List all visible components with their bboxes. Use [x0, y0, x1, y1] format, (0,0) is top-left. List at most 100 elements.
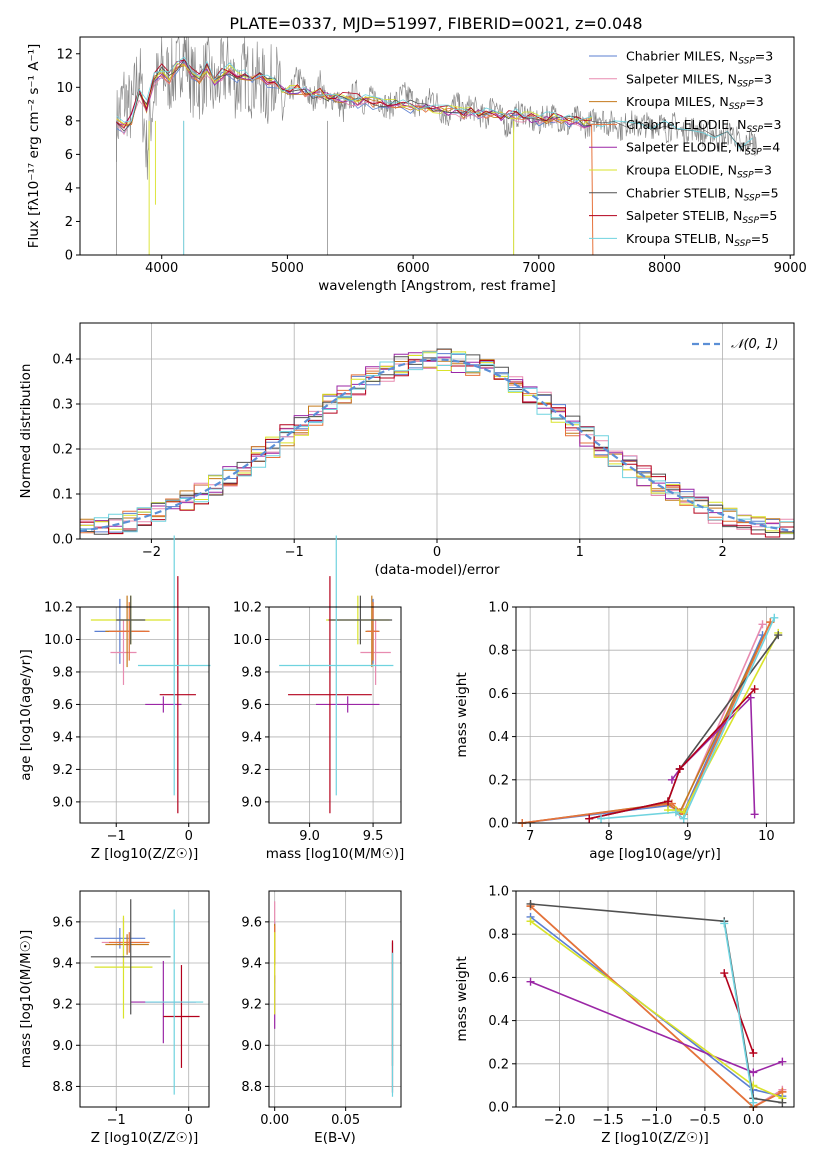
axis-label-x: Z [log10(Z/Z☉)] — [91, 846, 199, 862]
tick-label-x: −1.5 — [592, 1113, 624, 1128]
weight-line-kroupa-stelib — [723, 923, 755, 1103]
weight-line-chabrier-elodie — [522, 621, 772, 824]
legend-subscript: SSP — [745, 148, 762, 158]
weight-line-salpeter-stelib — [589, 688, 756, 820]
tick-label-y: 0 — [65, 249, 73, 264]
legend-count: =3 — [745, 94, 763, 109]
tick-label-y: 9.6 — [241, 698, 262, 713]
tick-label-y: 8.8 — [52, 1080, 73, 1095]
age-vs-mass-panel: 9.0 9.5 9.0 9.2 9.4 9.6 9.8 10.0 10.2 mass [log10… — [233, 535, 405, 862]
tick-label-y: 0.8 — [488, 644, 509, 659]
model-line-kroupa-miles — [116, 65, 592, 127]
weight-point — [749, 1098, 758, 1107]
legend-label: Salpeter STELIB, NSSP=5 — [626, 208, 777, 226]
weight-point — [778, 1057, 787, 1066]
legend-label: Salpeter ELODIE, NSSP=4 — [626, 140, 780, 158]
legend-label: 𝒩(0, 1) — [731, 337, 778, 352]
weight-point — [663, 797, 672, 806]
residuals-panel: −2 −1 0 1 2 0.0 0.1 0.2 0.3 0.4 (data-model)/error… — [18, 322, 795, 578]
tick-label-y: 9.4 — [241, 957, 262, 972]
tick-label-x: 0 — [185, 1113, 193, 1128]
plot-frame — [79, 606, 210, 824]
axis-label-x: wavelength [Angstrom, rest frame] — [318, 278, 556, 294]
tick-label-y: 0.2 — [52, 443, 73, 458]
weight-point — [770, 613, 779, 622]
tick-label-y: 9.8 — [52, 665, 73, 680]
tick-label-x: 0.00 — [260, 1113, 289, 1128]
tick-label-y: 9.2 — [241, 998, 262, 1013]
axis-label-x: Z [log10(Z/Z☉)] — [601, 1130, 709, 1146]
legend-count: =5 — [759, 208, 777, 223]
weight-line-kroupa-stelib — [601, 617, 776, 820]
tick-label-y: 0.2 — [488, 773, 509, 788]
tick-label-y: 9.4 — [52, 730, 73, 745]
weight-point — [749, 1049, 758, 1057]
legend-label: Kroupa MILES, NSSP=3 — [626, 94, 764, 112]
plot-frame — [268, 890, 402, 1108]
tick-label-y: 0.0 — [52, 533, 73, 548]
tick-label-y: 0.4 — [52, 353, 73, 368]
stelib-extension-line — [591, 120, 753, 148]
weight-point — [749, 1068, 758, 1077]
tick-label-y: 4 — [65, 181, 73, 196]
tick-label-x: −1 — [107, 1113, 126, 1128]
model-cutoff-line — [591, 124, 594, 255]
figure-title: PLATE=0337, MJD=51997, FIBERID=0021, z=0… — [229, 14, 642, 33]
axis-label-y: mass [log10(M/M☉)] — [18, 930, 34, 1069]
legend-label: Chabrier STELIB, NSSP=5 — [626, 185, 779, 203]
weight-line-kroupa-miles — [522, 621, 772, 824]
axis-label-x: age [log10(age/yr)] — [589, 846, 721, 862]
data-spectrum-line — [116, 37, 758, 180]
tick-label-y: 0.4 — [488, 1014, 509, 1029]
tick-label-y: 9.4 — [52, 957, 73, 972]
weight-point — [750, 685, 759, 694]
axis-label-x: Z [log10(Z/Z☉)] — [91, 1130, 199, 1146]
tick-label-y: 0.4 — [488, 730, 509, 745]
tick-label-x: 1 — [576, 545, 584, 560]
axis-label-x: mass [log10(M/M☉)] — [266, 846, 405, 862]
tick-label-y: 9.6 — [241, 915, 262, 930]
axis-label-y: Flux [fλ10⁻¹⁷ erg cm⁻² s⁻¹ A⁻¹] — [26, 44, 42, 249]
tick-label-x: 7000 — [522, 261, 555, 276]
tick-label-y: 6 — [65, 148, 73, 163]
tick-label-x: 10 — [758, 829, 775, 844]
weight-point — [778, 1098, 787, 1107]
tick-label-y: 12 — [56, 47, 73, 62]
legend-subscript: SSP — [737, 171, 754, 181]
axis-label-y: mass weight — [454, 672, 470, 757]
mass-vs-reddening-panel: 0.00 0.05 8.8 9.0 9.2 9.4 9.6 E(B-V) — [241, 890, 402, 1146]
tick-label-y: 9.8 — [241, 665, 262, 680]
weight-line-salpeter-elodie — [671, 695, 756, 815]
tick-label-y: 9.2 — [52, 763, 73, 778]
weight-point — [667, 775, 676, 784]
axis-label-y: age [log10(age/yr)] — [18, 649, 34, 781]
legend-label: Kroupa STELIB, NSSP=5 — [626, 231, 769, 249]
tick-label-y: 9.4 — [241, 730, 262, 745]
tick-label-y: 9.6 — [52, 698, 73, 713]
weight-point — [750, 810, 759, 819]
weight-point — [746, 693, 755, 702]
tick-label-y: 0.0 — [488, 1101, 509, 1116]
weight-point — [720, 969, 729, 978]
tick-label-y: 9.0 — [52, 795, 73, 810]
spectrum-panel: 4000 5000 6000 7000 8000 9000 0 2 4 6 8 10 12 wavelen… — [26, 36, 807, 294]
weight-point — [720, 919, 729, 928]
tick-label-y: 9.6 — [52, 915, 73, 930]
model-line-kroupa-elodie — [116, 63, 592, 125]
tick-label-y: 9.0 — [52, 1039, 73, 1054]
tick-label-y: 0.8 — [488, 928, 509, 943]
weight-line-chabrier-miles — [522, 634, 764, 824]
weight-point — [774, 631, 783, 640]
tick-label-x: −0.5 — [689, 1113, 721, 1128]
axis-label-y: mass weight — [454, 956, 470, 1041]
plot-frame — [79, 890, 210, 1108]
tick-label-x: −1 — [285, 545, 304, 560]
legend-label: Salpeter MILES, NSSP=3 — [626, 71, 772, 89]
legend-count: =3 — [754, 163, 772, 178]
tick-label-y: 8 — [65, 114, 73, 129]
tick-label-x: 5000 — [271, 261, 304, 276]
tick-label-x: 9000 — [774, 261, 807, 276]
legend-count: =3 — [763, 117, 781, 132]
legend-count: =3 — [754, 71, 772, 86]
